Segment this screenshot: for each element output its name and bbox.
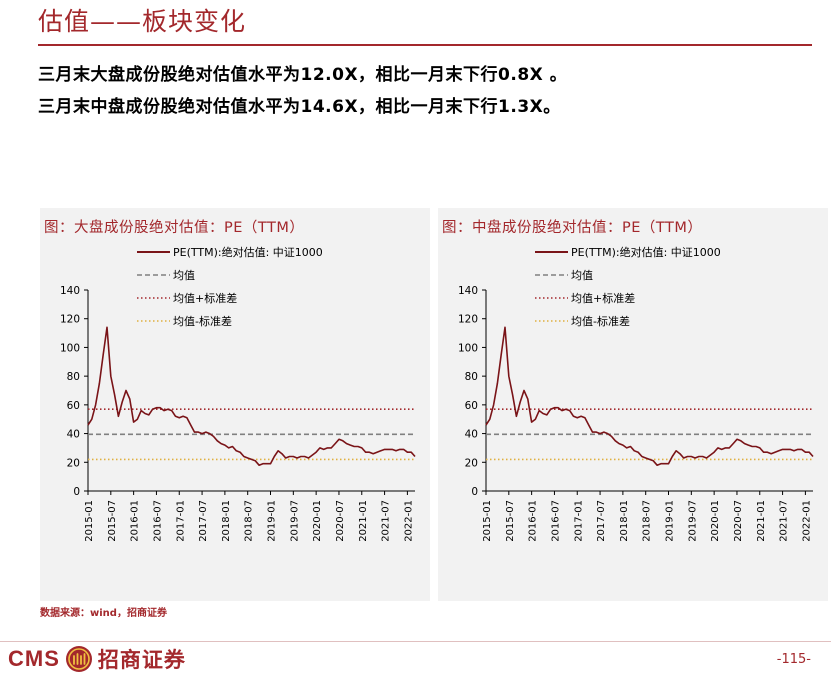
y-tick-label: 60 — [465, 400, 478, 412]
y-tick-label: 80 — [67, 371, 80, 383]
y-tick-label: 100 — [60, 342, 80, 354]
x-tick-label: 2020-01 — [312, 500, 323, 542]
y-tick-label: 60 — [67, 400, 80, 412]
x-tick-label: 2017-01 — [573, 500, 584, 542]
chart-panel-large-cap: 图：大盘成份股绝对估值：PE（TTM） 0 20 40 60 80 100 120 140 20… — [40, 208, 430, 601]
x-tick-label: 2019-01 — [267, 500, 278, 542]
x-tick-label: 2017-07 — [596, 500, 607, 542]
legend-mean-minus-std-label: 均值-标准差 — [571, 314, 630, 328]
y-tick-label: 20 — [465, 457, 478, 469]
x-tick-label: 2019-01 — [665, 500, 676, 542]
x-tick-label: 2015-01 — [482, 500, 493, 542]
chart-title: 图：中盘成份股绝对估值：PE（TTM） — [442, 220, 703, 236]
y-tick-label: 140 — [60, 285, 80, 297]
x-tick-label: 2016-07 — [550, 500, 561, 542]
x-tick-label: 2020-01 — [710, 500, 721, 542]
brand-logo-cn: 招商证券 — [97, 648, 186, 672]
legend-pe-label: PE(TTM):绝对估值: 中证1000 — [571, 245, 721, 259]
x-tick-label: 2021-01 — [756, 500, 767, 542]
legend-mean-label: 均值 — [173, 269, 195, 282]
x-tick-label: 2018-07 — [642, 500, 653, 542]
page-title: 估值——板块变化 — [38, 7, 247, 36]
pe-series-line — [485, 326, 814, 467]
summary-line-large-cap: 三月末大盘成份股绝对估值水平为12.0X，相比一月末下行0.8X 。 — [38, 65, 568, 85]
x-tick-label: 2019-07 — [687, 500, 698, 542]
legend-pe-label: PE(TTM):绝对估值: 中证1000 — [173, 245, 323, 259]
y-tick-label: 40 — [67, 429, 80, 441]
logo-icon — [65, 646, 92, 672]
legend-mean-plus-std-label: 均值+标准差 — [571, 291, 635, 305]
y-tick-label: 100 — [458, 342, 478, 354]
x-tick-label: 2016-01 — [130, 500, 141, 542]
page-number: -115- — [776, 652, 811, 667]
x-tick-label: 2016-07 — [152, 500, 163, 542]
y-tick-label: 40 — [465, 429, 478, 441]
legend-mean-label: 均值 — [571, 269, 593, 282]
y-tick-label: 0 — [73, 486, 80, 498]
pe-chart-mid-cap: 0 20 40 60 80 100 120 140 2015-01 2015-07 2016-01 2… — [458, 245, 814, 542]
summary-line-mid-cap: 三月末中盘成份股绝对估值水平为14.6X，相比一月末下行1.3X。 — [38, 97, 561, 117]
y-tick-label: 80 — [465, 371, 478, 383]
x-tick-label: 2022-01 — [801, 500, 812, 542]
y-tick-label: 140 — [458, 285, 478, 297]
chart-title: 图：大盘成份股绝对估值：PE（TTM） — [44, 220, 305, 236]
x-tick-label: 2017-01 — [175, 500, 186, 542]
x-tick-label: 2020-07 — [335, 500, 346, 542]
footer-divider — [0, 641, 831, 642]
title-divider — [38, 44, 812, 46]
data-source-note: 数据来源：wind，招商证券 — [40, 608, 167, 619]
x-tick-label: 2015-07 — [107, 500, 118, 542]
x-tick-label: 2021-01 — [358, 500, 369, 542]
y-tick-label: 120 — [60, 314, 80, 326]
chart-panel-mid-cap: 图：中盘成份股绝对估值：PE（TTM） 0 20 40 60 80 100 120 140 20… — [438, 208, 828, 601]
legend-mean-plus-std-label: 均值+标准差 — [173, 291, 237, 305]
x-tick-label: 2018-01 — [221, 500, 232, 542]
pe-series-line — [87, 326, 416, 467]
brand-logo-en: CMS — [8, 646, 60, 671]
y-tick-label: 120 — [458, 314, 478, 326]
x-tick-label: 2018-07 — [244, 500, 255, 542]
pe-chart-large-cap: 0 20 40 60 80 100 120 140 2015-01 2015-07 2016-01 2… — [60, 245, 416, 542]
x-tick-label: 2015-01 — [84, 500, 95, 542]
x-tick-label: 2017-07 — [198, 500, 209, 542]
x-tick-label: 2022-01 — [403, 500, 414, 542]
x-tick-label: 2020-07 — [733, 500, 744, 542]
y-tick-label: 0 — [471, 486, 478, 498]
x-tick-label: 2021-07 — [779, 500, 790, 542]
x-tick-label: 2021-07 — [381, 500, 392, 542]
x-tick-label: 2018-01 — [619, 500, 630, 542]
x-tick-label: 2015-07 — [505, 500, 516, 542]
brand-logo: CMS 招商证券 — [8, 645, 186, 673]
y-tick-label: 20 — [67, 457, 80, 469]
x-tick-label: 2016-01 — [528, 500, 539, 542]
legend-mean-minus-std-label: 均值-标准差 — [173, 314, 232, 328]
x-tick-label: 2019-07 — [289, 500, 300, 542]
